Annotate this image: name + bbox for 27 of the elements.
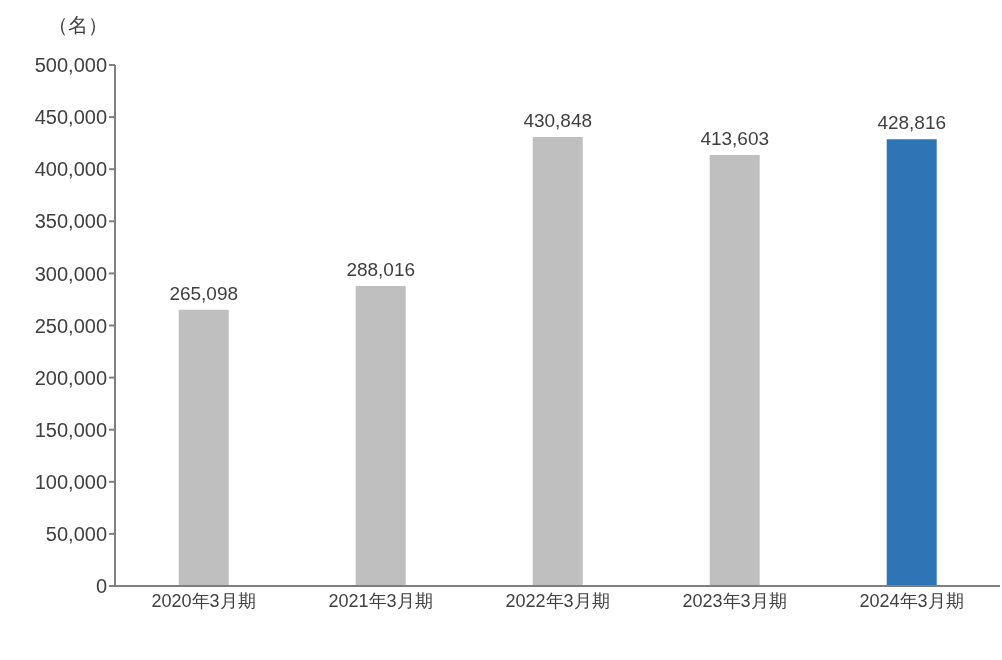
- y-tick-label: 200,000: [34, 366, 107, 389]
- data-label: 428,816: [877, 112, 947, 134]
- bar: [178, 309, 229, 586]
- y-tick-label: 0: [95, 575, 107, 598]
- data-label: 430,848: [523, 110, 593, 132]
- bar: [709, 155, 760, 586]
- y-axis-title: （名）: [48, 13, 108, 38]
- x-tick-label: 2024年3月期: [859, 590, 964, 611]
- x-tick-label: 2023年3月期: [682, 590, 787, 611]
- x-tick-label: 2022年3月期: [505, 590, 610, 611]
- y-tick-label: 250,000: [34, 314, 107, 337]
- bar: [886, 139, 937, 586]
- bar: [532, 137, 583, 586]
- data-label: 413,603: [700, 128, 770, 150]
- y-tick-label: 400,000: [34, 158, 107, 181]
- y-tick-label: 150,000: [34, 418, 107, 441]
- y-tick-label: 50,000: [45, 523, 107, 545]
- x-tick-label: 2020年3月期: [151, 590, 256, 611]
- y-tick-label: 100,000: [34, 470, 107, 493]
- data-label: 265,098: [169, 282, 239, 304]
- y-tick-label: 350,000: [34, 210, 107, 233]
- y-tick-label: 300,000: [34, 262, 107, 285]
- y-tick-label: 450,000: [34, 106, 107, 129]
- y-tick-label: 500,000: [34, 54, 107, 77]
- bar: [355, 285, 406, 586]
- x-tick-label: 2021年3月期: [328, 590, 433, 611]
- data-label: 288,016: [346, 258, 416, 280]
